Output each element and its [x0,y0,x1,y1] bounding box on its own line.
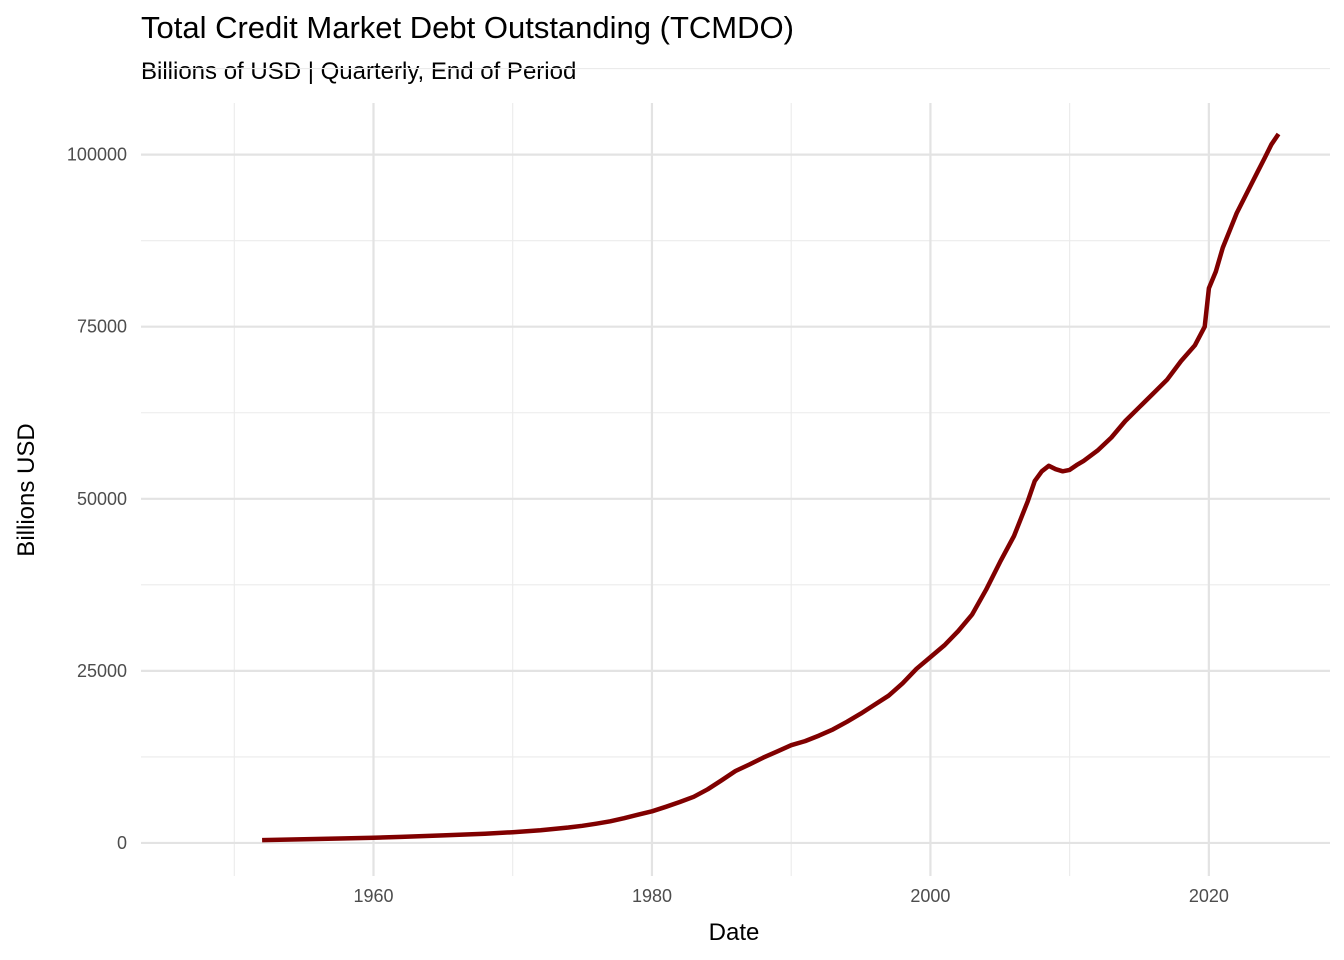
y-axis-title: Billions USD [13,423,40,556]
series-layer [262,132,1281,843]
x-tick-label: 2000 [910,886,950,906]
chart-title: Total Credit Market Debt Outstanding (TC… [141,10,794,45]
x-tick-label: 1960 [353,886,393,906]
series-line [262,132,1281,843]
y-tick-label: 75000 [77,317,127,337]
y-tick-label: 0 [117,833,127,853]
major-gridlines [141,103,1330,876]
x-tick-label: 1980 [632,886,672,906]
x-axis-title: Date [709,919,760,946]
minor-gridlines [141,68,1330,876]
y-tick-label: 100000 [67,145,127,165]
chart-subtitle: Billions of USD | Quarterly, End of Peri… [141,58,577,85]
y-tick-label: 50000 [77,489,127,509]
x-tick-label: 2020 [1189,886,1229,906]
x-axis-ticks: 1960 1980 2000 2020 [353,886,1228,906]
y-axis-ticks: 0 25000 50000 75000 100000 [67,145,127,853]
y-tick-label: 25000 [77,661,127,681]
